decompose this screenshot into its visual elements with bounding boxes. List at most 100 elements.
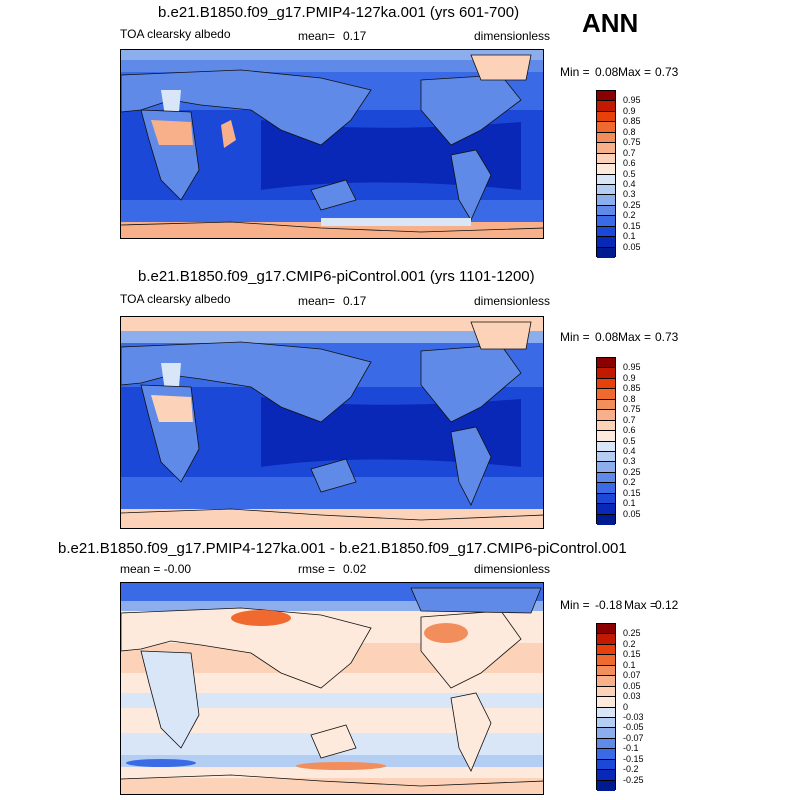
colorbar-swatch	[597, 174, 615, 185]
colorbar-tick-label: 0.05	[623, 680, 641, 691]
colorbar-tick-label: 0.2	[623, 638, 636, 649]
colorbar-swatch	[597, 665, 615, 677]
colorbar-tick-label: 0.75	[623, 137, 641, 148]
panel-2-max-label: Max =	[618, 330, 652, 344]
panel-1-variable-label: TOA clearsky albedo	[120, 27, 231, 41]
colorbar-swatch	[597, 132, 615, 144]
colorbar-swatch	[597, 368, 615, 379]
panel-1-max-label: Max =	[618, 65, 652, 79]
colorbar-swatch	[597, 780, 615, 791]
colorbar-tick-label: 0.95	[623, 95, 641, 106]
panel-1-colorbar	[596, 90, 616, 258]
colorbar-tick-label: 0.25	[623, 628, 641, 639]
colorbar-tick-label: 0.05	[623, 241, 641, 252]
panel-1-map-svg	[121, 50, 543, 238]
panel-1-min-label: Min =	[560, 65, 590, 79]
colorbar-tick-label: -0.25	[623, 774, 644, 785]
colorbar-swatch	[597, 378, 615, 390]
colorbar-swatch	[597, 399, 615, 411]
panel-1-max-value: 0.73	[655, 65, 679, 79]
panel-1-units: dimensionless	[474, 29, 551, 43]
colorbar-swatch	[597, 389, 615, 400]
colorbar-tick-label: 0.9	[623, 372, 636, 383]
colorbar-swatch	[597, 122, 615, 133]
colorbar-tick-label: 0.6	[623, 158, 636, 169]
colorbar-tick-label: 0.15	[623, 220, 641, 231]
colorbar-swatch	[597, 483, 615, 494]
colorbar-swatch	[597, 759, 615, 771]
colorbar-tick-label: 0.3	[623, 189, 636, 200]
colorbar-swatch	[597, 707, 615, 718]
panel-3-min-value: -0.18	[595, 598, 623, 612]
colorbar-tick-label: 0.75	[623, 404, 641, 415]
colorbar-tick-label: -0.05	[623, 722, 644, 733]
colorbar-swatch	[597, 410, 615, 421]
colorbar-swatch	[597, 431, 615, 442]
panel-2-map-svg	[121, 317, 543, 528]
colorbar-tick-label: -0.03	[623, 711, 644, 722]
colorbar-swatch	[597, 749, 615, 760]
colorbar-tick-label: 0.85	[623, 116, 641, 127]
colorbar-tick-label: 0.9	[623, 105, 636, 116]
colorbar-tick-label: 0.15	[623, 487, 641, 498]
colorbar-swatch	[597, 420, 615, 432]
colorbar-tick-label: 0.1	[623, 659, 636, 670]
panel-3-units: dimensionless	[474, 562, 551, 576]
colorbar-swatch	[597, 111, 615, 123]
panel-2-min-label: Min =	[560, 330, 590, 344]
colorbar-tick-label: 0.6	[623, 425, 636, 436]
colorbar-swatch	[597, 655, 615, 666]
colorbar-swatch	[597, 472, 615, 484]
colorbar-swatch	[597, 717, 615, 729]
colorbar-tick-label: 0.8	[623, 126, 636, 137]
colorbar-swatch	[597, 153, 615, 165]
colorbar-swatch	[597, 462, 615, 473]
panel-3-map-svg	[121, 583, 543, 794]
colorbar-tick-label: -0.15	[623, 753, 644, 764]
panel-1-map	[120, 49, 544, 239]
colorbar-tick-label: 0.1	[623, 498, 636, 509]
colorbar-tick-label: -0.07	[623, 732, 644, 743]
colorbar-tick-label: -0.1	[623, 743, 639, 754]
colorbar-swatch	[597, 358, 615, 369]
panel-2-title: b.e21.B1850.f09_g17.CMIP6-piControl.001 …	[138, 268, 535, 285]
colorbar-swatch	[597, 226, 615, 238]
panel-2-max-value: 0.73	[655, 330, 679, 344]
panel-2-mean-value: 0.17	[343, 294, 367, 308]
colorbar-tick-label: 0.5	[623, 435, 636, 446]
panel-2-colorbar	[596, 357, 616, 525]
colorbar-swatch	[597, 441, 615, 452]
colorbar-tick-label: 0.4	[623, 445, 636, 456]
colorbar-swatch	[597, 738, 615, 750]
colorbar-swatch	[597, 237, 615, 248]
colorbar-swatch	[597, 101, 615, 112]
panel-3-rmse-label: rmse =	[298, 562, 336, 576]
colorbar-swatch	[597, 493, 615, 505]
colorbar-tick-label: 0.2	[623, 210, 636, 221]
panel-3-colorbar	[596, 623, 616, 791]
colorbar-tick-label: 0.25	[623, 199, 641, 210]
colorbar-tick-label: 0.2	[623, 477, 636, 488]
colorbar-swatch	[597, 504, 615, 515]
colorbar-swatch	[597, 184, 615, 196]
colorbar-swatch	[597, 91, 615, 102]
colorbar-swatch	[597, 216, 615, 227]
season-label: ANN	[582, 8, 639, 38]
colorbar-swatch	[597, 697, 615, 708]
panel-2-map	[120, 316, 544, 529]
panel-1-min-value: 0.08	[595, 65, 619, 79]
colorbar-swatch	[597, 514, 615, 525]
colorbar-tick-label: 0.25	[623, 466, 641, 477]
colorbar-swatch	[597, 143, 615, 154]
colorbar-tick-label: 0.7	[623, 147, 636, 158]
colorbar-tick-label: 0.1	[623, 231, 636, 242]
colorbar-swatch	[597, 686, 615, 698]
colorbar-tick-label: 0.03	[623, 691, 641, 702]
colorbar-swatch	[597, 770, 615, 781]
colorbar-swatch	[597, 634, 615, 645]
panel-3-rmse-value: 0.02	[343, 562, 367, 576]
colorbar-tick-label: 0.07	[623, 670, 641, 681]
colorbar-tick-label: 0.05	[623, 508, 641, 519]
panel-2-mean-label: mean=	[298, 294, 336, 308]
colorbar-swatch	[597, 247, 615, 258]
